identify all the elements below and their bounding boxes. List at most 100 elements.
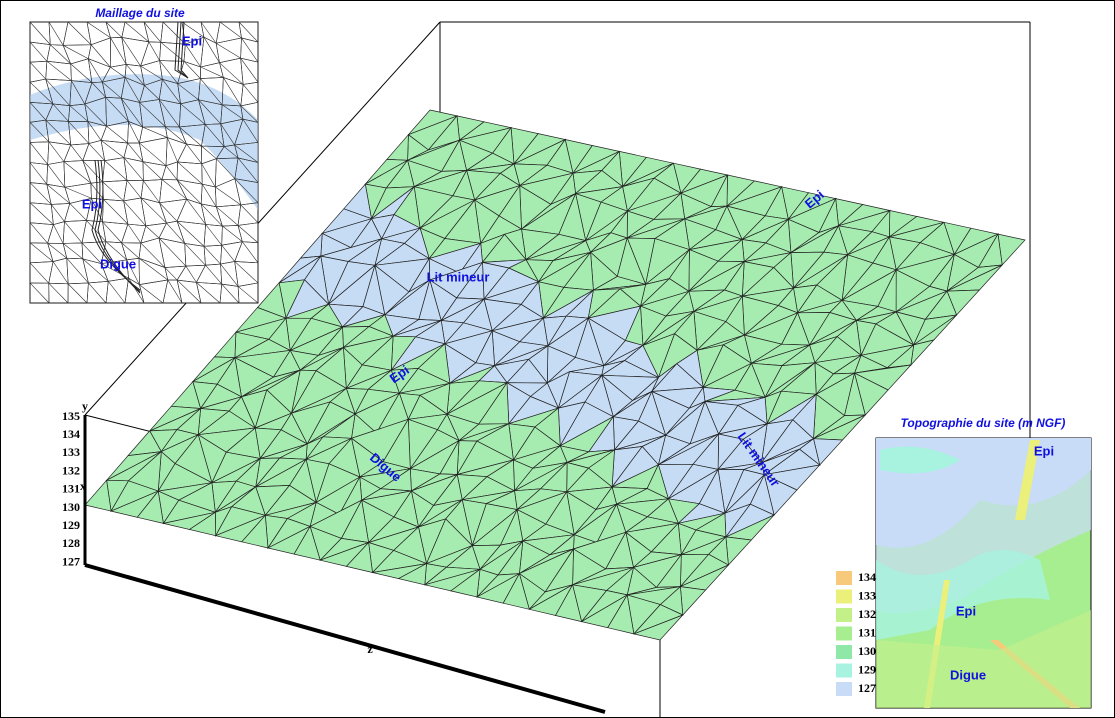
mesh-edge xyxy=(220,263,239,287)
mesh-edge xyxy=(29,81,54,105)
mesh-edge xyxy=(223,77,242,107)
mesh-edge xyxy=(127,142,144,162)
axis-name: x xyxy=(80,479,86,493)
surface-label: Lit mineur xyxy=(427,269,490,284)
mesh-edge xyxy=(29,21,51,45)
mesh-edge xyxy=(185,265,197,283)
mesh-edge xyxy=(104,160,128,181)
mesh-edge xyxy=(69,203,87,221)
mesh-edge xyxy=(68,121,90,144)
mesh-edge xyxy=(201,163,216,188)
mesh-edge xyxy=(138,258,168,281)
mesh-edge xyxy=(87,121,102,141)
topo-inset xyxy=(875,437,1092,709)
dike-line xyxy=(97,159,141,294)
mesh-edge xyxy=(124,21,150,43)
mesh-cell xyxy=(397,562,427,586)
mesh-edge xyxy=(160,42,185,62)
axis-name: y xyxy=(82,399,88,413)
mesh-edge xyxy=(81,242,102,264)
mesh-edge xyxy=(148,41,160,61)
mesh-edge xyxy=(110,37,127,65)
mesh-edge xyxy=(29,202,54,225)
mesh-edge xyxy=(29,262,49,284)
mesh-edge xyxy=(159,60,178,84)
mesh-edge xyxy=(215,42,241,59)
mesh-edge xyxy=(200,66,224,78)
mesh-edge xyxy=(198,99,221,125)
mesh-edge xyxy=(179,126,202,147)
mesh-edge xyxy=(48,21,64,46)
mesh-edge xyxy=(205,265,222,285)
mesh-edge xyxy=(128,277,145,304)
mesh-edge xyxy=(162,21,186,45)
mesh-edge xyxy=(124,77,140,103)
mesh-edge xyxy=(70,63,93,83)
mesh-edge xyxy=(144,85,160,100)
mesh-edge xyxy=(102,81,122,99)
mesh-edge xyxy=(106,125,128,144)
mesh-edge xyxy=(64,186,92,199)
topo-label: Epi xyxy=(1034,443,1054,458)
mesh-edge xyxy=(222,225,243,242)
mesh-edge xyxy=(205,224,222,246)
mesh-edge xyxy=(105,97,129,122)
mesh-cell xyxy=(136,490,164,524)
mesh-edge xyxy=(215,186,241,206)
axis-tick-label: 131 xyxy=(62,482,80,496)
mesh-cell xyxy=(293,525,321,561)
axis-tick-label: 130 xyxy=(62,500,80,514)
mesh-edge xyxy=(140,242,166,268)
mesh-edge xyxy=(110,66,126,78)
mesh-edge xyxy=(142,126,168,138)
topo-label: Epi xyxy=(956,603,976,618)
surface-mesh xyxy=(84,109,1026,641)
mesh-edge xyxy=(86,21,111,39)
axis-tick-label: 128 xyxy=(62,536,80,550)
mesh-edge xyxy=(47,242,67,259)
mesh-edge xyxy=(139,102,166,127)
mesh-edge xyxy=(140,197,167,224)
mesh-edge xyxy=(126,180,142,199)
mesh-edge xyxy=(234,261,259,284)
mesh-edge xyxy=(167,279,183,304)
mesh-label: Epi xyxy=(182,33,202,48)
mesh-edge xyxy=(48,282,69,304)
mesh-edge xyxy=(237,225,259,244)
mesh-edge xyxy=(180,103,206,125)
mesh-inset xyxy=(29,21,259,304)
mesh-edge xyxy=(45,119,71,146)
mesh-edge xyxy=(221,283,240,304)
mesh-edge xyxy=(63,161,92,184)
dike-line xyxy=(94,159,141,292)
mesh-label: Digue xyxy=(100,256,136,271)
mesh-edge xyxy=(120,97,143,128)
mesh-edge xyxy=(242,84,259,103)
mesh-edge xyxy=(64,221,83,244)
mesh-edge xyxy=(102,181,124,202)
mesh-edge xyxy=(70,144,84,161)
mesh-edge xyxy=(216,206,239,226)
mesh-edge xyxy=(48,141,65,162)
mesh-edge xyxy=(139,284,164,304)
mesh-edge xyxy=(177,161,203,185)
mesh-edge xyxy=(88,58,103,83)
legend-label: 131 xyxy=(858,625,876,639)
mesh-edge xyxy=(67,283,88,304)
mesh-edge xyxy=(145,225,160,239)
mesh-edge xyxy=(29,102,47,121)
mesh-cell xyxy=(554,583,583,623)
mesh-edge xyxy=(240,105,259,123)
dike-line xyxy=(91,159,141,291)
mesh-edge xyxy=(196,282,221,304)
mesh-edge xyxy=(166,222,185,244)
mesh-edge xyxy=(86,220,107,242)
mesh-edge xyxy=(63,45,89,59)
legend-label: 134 xyxy=(858,570,876,584)
mesh-edge xyxy=(237,157,259,183)
mesh-cell xyxy=(241,514,269,549)
groyne-line xyxy=(177,21,189,79)
mesh-edge xyxy=(121,242,140,259)
mesh-edge xyxy=(105,241,127,261)
